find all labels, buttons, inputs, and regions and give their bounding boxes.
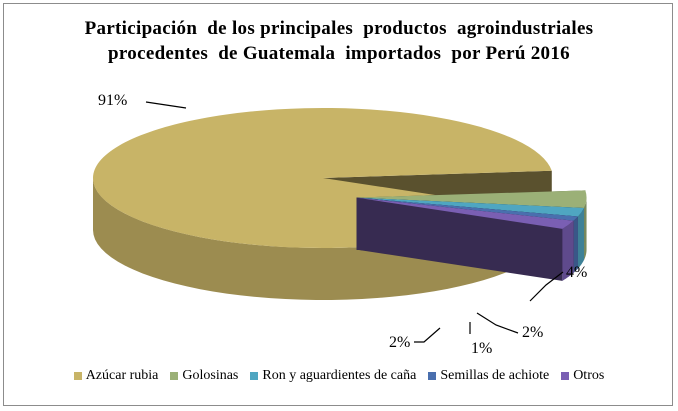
- data-label-2: 4%: [566, 264, 587, 281]
- legend-swatch-4: [428, 372, 437, 380]
- chart-legend: Azúcar rubia Golosinas Ron y aguardientes …: [0, 366, 678, 386]
- legend-item-5: Otros: [561, 368, 604, 384]
- legend-label-5: Otros: [573, 368, 605, 383]
- legend-swatch-2: [170, 372, 179, 380]
- data-label-3: 2%: [522, 324, 543, 341]
- legend-label-1: Azúcar rubia: [85, 368, 159, 383]
- chart-title-line-2: procedentes de Guatemala importados por …: [108, 43, 570, 64]
- legend-item-3: Ron y aguardientes de caña: [250, 368, 416, 384]
- data-label-4: 1%: [471, 340, 492, 357]
- chart-title: Participación de los principales product…: [0, 16, 678, 66]
- legend-item-4: Semillas de achiote: [428, 368, 549, 384]
- leader-line-5: [414, 327, 441, 343]
- leader-line-2: [529, 271, 564, 302]
- leader-line-3: [476, 312, 519, 334]
- legend-swatch-3: [250, 372, 259, 380]
- legend-item-1: Azúcar rubia: [73, 368, 159, 384]
- data-label-1: 91%: [98, 92, 127, 109]
- data-label-5: 2%: [389, 334, 410, 351]
- legend-swatch-5: [561, 372, 570, 380]
- pie-slice-5: [356, 197, 574, 281]
- legend-swatch-1: [73, 372, 82, 380]
- chart-title-line-1: Participación de los principales product…: [84, 18, 594, 39]
- legend-item-2: Golosinas: [170, 368, 238, 384]
- legend-label-2: Golosinas: [182, 368, 239, 383]
- legend-label-3: Ron y aguardientes de caña: [262, 368, 417, 383]
- legend-label-4: Semillas de achiote: [440, 368, 550, 383]
- leader-line-1: [145, 101, 187, 109]
